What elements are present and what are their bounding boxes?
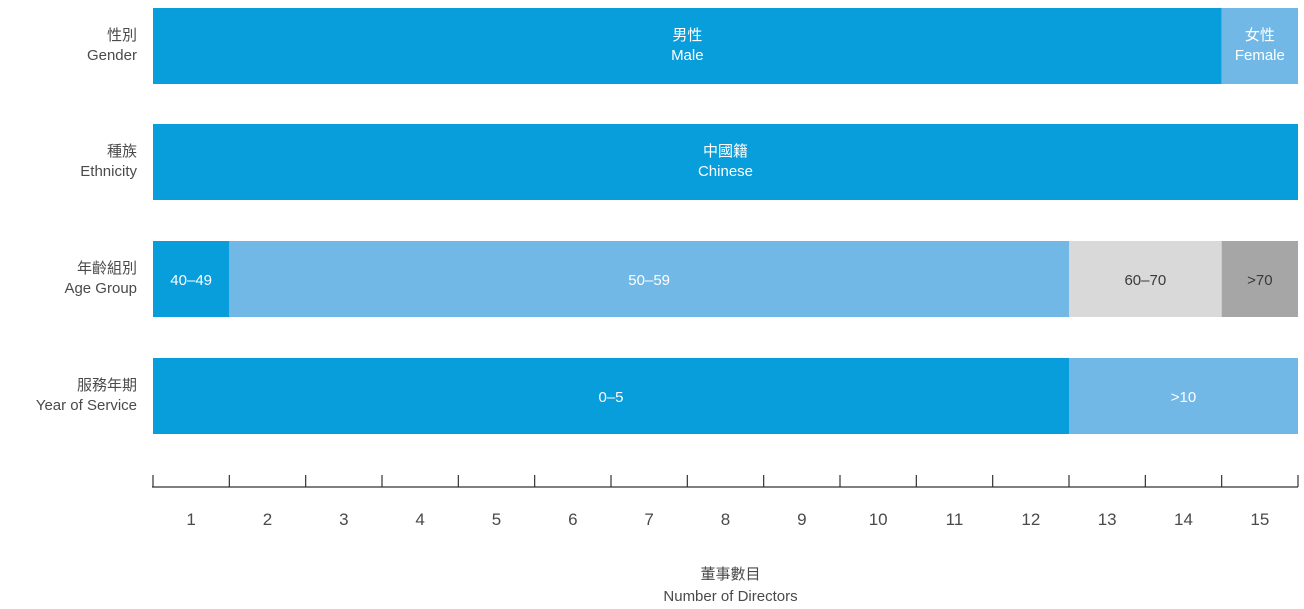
- segment-label-en-0-1: Female: [1235, 47, 1285, 64]
- x-axis-title-zh: 董事數目: [700, 566, 760, 583]
- row-label-zh-0: 性別: [107, 27, 137, 44]
- segment-label-zh-1-0: 中國籍: [703, 143, 748, 160]
- x-tick-label: 9: [797, 510, 806, 529]
- x-tick-label: 14: [1174, 510, 1193, 529]
- segment-label-2-1: 50–59: [628, 272, 670, 289]
- segment-label-zh-0-0: 男性: [672, 27, 702, 44]
- bar-segment-2-3: [1221, 241, 1298, 317]
- x-tick-label: 4: [415, 510, 424, 529]
- x-tick-label: 7: [644, 510, 653, 529]
- bar-segment-2-0: [153, 241, 230, 317]
- row-label-zh-3: 服務年期: [77, 377, 137, 394]
- bar-segment-0-1: [1221, 8, 1298, 84]
- x-tick-label: 15: [1250, 510, 1269, 529]
- bar-segment-1-0: [153, 124, 1298, 200]
- x-tick-label: 3: [339, 510, 348, 529]
- x-tick-label: 11: [946, 510, 964, 529]
- segment-label-3-1: >10: [1171, 389, 1196, 406]
- segment-label-en-0-0: Male: [671, 47, 704, 64]
- segment-label-en-1-0: Chinese: [698, 163, 753, 180]
- bar-segment-3-1: [1069, 358, 1298, 434]
- bar-segment-3-0: [153, 358, 1069, 434]
- bar-segment-2-1: [229, 241, 1070, 317]
- segment-label-3-0: 0–5: [598, 389, 623, 406]
- segment-label-2-0: 40–49: [170, 272, 212, 289]
- x-tick-label: 2: [263, 510, 272, 529]
- x-tick-label: 6: [568, 510, 577, 529]
- x-tick-label: 5: [492, 510, 501, 529]
- bar-segment-0-0: [153, 8, 1222, 84]
- row-label-en-3: Year of Service: [36, 397, 137, 414]
- bar-segment-2-2: [1069, 241, 1222, 317]
- x-tick-label: 12: [1021, 510, 1040, 529]
- row-label-en-1: Ethnicity: [80, 163, 137, 180]
- segment-label-2-3: >70: [1247, 272, 1272, 289]
- segment-label-zh-0-1: 女性: [1245, 26, 1275, 44]
- x-tick-label: 8: [721, 510, 730, 529]
- row-label-en-0: Gender: [87, 47, 137, 64]
- row-label-zh-1: 種族: [107, 143, 137, 160]
- row-label-en-2: Age Group: [64, 280, 137, 297]
- x-tick-label: 13: [1098, 510, 1117, 529]
- row-label-zh-2: 年齡組別: [77, 260, 137, 277]
- x-tick-label: 10: [869, 510, 888, 529]
- segment-label-2-2: 60–70: [1124, 272, 1166, 289]
- x-axis-title-en: Number of Directors: [663, 588, 797, 605]
- x-tick-label: 1: [186, 510, 195, 529]
